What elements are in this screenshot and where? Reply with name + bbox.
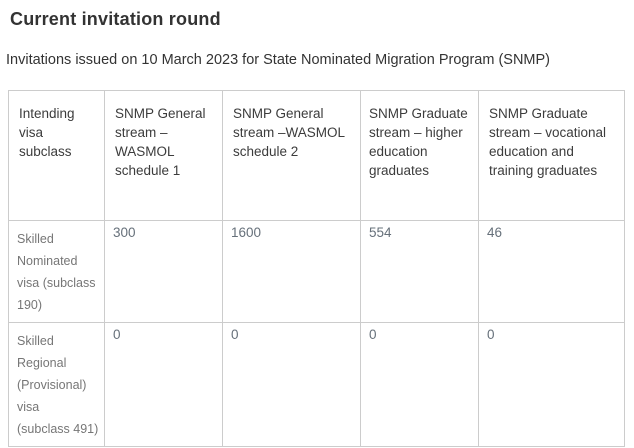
value-491-higher-education: 0 <box>360 322 479 447</box>
table-row-subclass-190: Skilled Nominated visa (subclass 190) 30… <box>8 220 625 323</box>
table-row-subclass-491: Skilled Regional (Provisional) visa (sub… <box>8 322 625 447</box>
column-header-snmp-graduate-higher-education: SNMP Graduate stream – higher education … <box>360 90 479 221</box>
row-label-skilled-regional-491: Skilled Regional (Provisional) visa (sub… <box>8 322 105 447</box>
column-header-intending-visa-subclass: Intending visa subclass <box>8 90 105 221</box>
value-190-vocational: 46 <box>478 220 625 323</box>
page-subtitle: Invitations issued on 10 March 2023 for … <box>6 52 550 68</box>
content-area: Current invitation round Invitations iss… <box>0 8 634 448</box>
value-491-wasmol-2: 0 <box>222 322 361 447</box>
column-header-snmp-graduate-vocational: SNMP Graduate stream – vocational educat… <box>478 90 625 221</box>
value-190-higher-education: 554 <box>360 220 479 323</box>
table-header-row: Intending visa subclass SNMP General str… <box>8 90 625 221</box>
value-190-wasmol-1: 300 <box>104 220 223 323</box>
column-header-snmp-general-wasmol-1: SNMP General stream – WASMOL schedule 1 <box>104 90 223 221</box>
value-491-vocational: 0 <box>478 322 625 447</box>
value-491-wasmol-1: 0 <box>104 322 223 447</box>
invitation-round-table: Intending visa subclass SNMP General str… <box>8 90 625 447</box>
page-title: Current invitation round <box>10 9 221 29</box>
column-header-snmp-general-wasmol-2: SNMP General stream –WASMOL schedule 2 <box>222 90 361 221</box>
row-label-skilled-nominated-190: Skilled Nominated visa (subclass 190) <box>8 220 105 323</box>
value-190-wasmol-2: 1600 <box>222 220 361 323</box>
